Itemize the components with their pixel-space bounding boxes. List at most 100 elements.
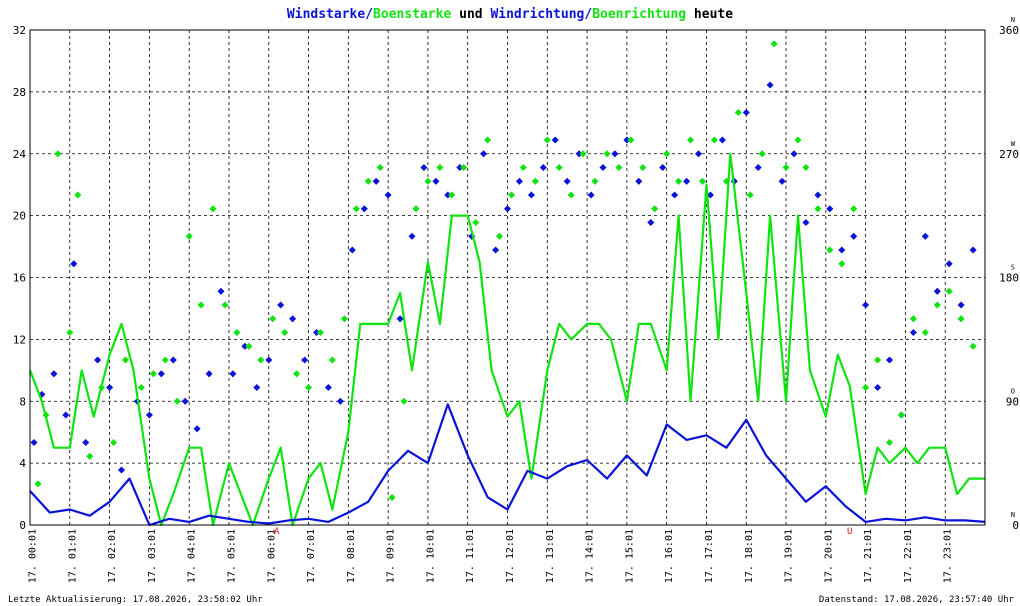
direction-label: S	[1011, 264, 1015, 272]
y-tick-label-left: 12	[13, 333, 26, 346]
windrichtung-point	[694, 150, 703, 158]
windrichtung-point	[82, 438, 90, 447]
windrichtung-point	[754, 163, 762, 172]
boenrichtung-point	[74, 191, 82, 199]
windrichtung-point	[623, 136, 631, 144]
boenrichtung-point	[969, 342, 977, 350]
boenrichtung-point	[686, 136, 695, 144]
y-tick-label-right: 90	[1006, 395, 1019, 408]
boenrichtung-point	[531, 177, 539, 185]
windrichtung-point	[217, 287, 225, 295]
windrichtung-point	[874, 383, 882, 392]
windrichtung-point	[106, 383, 114, 392]
boenrichtung-point	[885, 438, 894, 447]
boenrichtung-point	[86, 452, 94, 460]
boenrichtung-point	[54, 150, 62, 158]
windrichtung-point	[408, 232, 416, 240]
boenrichtung-point	[269, 315, 277, 323]
boenrichtung-point	[388, 493, 396, 502]
windrichtung-point	[181, 397, 189, 405]
boenrichtung-point	[34, 480, 42, 488]
x-tick-label: 17. 08:01	[346, 529, 357, 583]
boenrichtung-point	[862, 383, 870, 392]
windrichtung-point	[957, 301, 965, 309]
x-tick-label: 17. 15:01	[624, 529, 635, 583]
boenrichtung-point	[543, 136, 551, 144]
boenrichtung-point	[352, 205, 360, 213]
boenrichtung-point	[472, 218, 480, 227]
boenstarke-line	[28, 152, 985, 527]
windrichtung-point	[850, 232, 858, 240]
windrichtung-point	[790, 150, 798, 158]
y-tick-label-left: 28	[13, 86, 26, 99]
windrichtung-point	[539, 163, 547, 172]
boenrichtung-point	[639, 163, 647, 172]
windrichtung-point	[587, 191, 595, 199]
boenrichtung-point	[603, 150, 611, 158]
windrichtung-point	[277, 301, 285, 309]
y-tick-label-left: 4	[19, 457, 26, 470]
windrichtung-point	[480, 150, 488, 158]
boenrichtung-point	[698, 177, 707, 185]
boenrichtung-point	[137, 383, 145, 392]
axes: 17. 00:01 17. 01:01 17. 02:01 17. 03:01 17. …	[13, 16, 1019, 583]
x-tick-label: 17. 16:01	[664, 529, 675, 583]
windrichtung-point	[301, 356, 309, 364]
windrichtung-point	[348, 246, 356, 254]
title-boenstarke: Boenstarke	[373, 7, 451, 22]
x-tick-label: 17. 19:01	[784, 529, 795, 583]
windrichtung-point	[62, 411, 70, 419]
windrichtung-point	[432, 177, 440, 185]
boenrichtung-point	[921, 328, 929, 337]
windrichtung-point	[826, 205, 834, 213]
boenrichtung-point	[802, 163, 810, 172]
windrichtung-point	[289, 315, 297, 323]
windrichtung-point	[551, 136, 559, 144]
y-tick-label-right: 0	[1012, 519, 1019, 532]
boenrichtung-point	[376, 163, 384, 172]
boenrichtung-point	[507, 191, 516, 199]
x-tick-label: 17. 02:01	[107, 529, 118, 583]
boenrichtung-point	[957, 315, 965, 323]
windrichtung-point	[659, 163, 667, 172]
windrichtung-point	[969, 246, 977, 254]
boenrichtung-point	[304, 383, 313, 392]
boenrichtung-point	[519, 163, 527, 172]
windrichtung-point	[599, 163, 607, 172]
windrichtung-point	[575, 150, 583, 158]
boenrichtung-point	[734, 108, 742, 117]
direction-label: N	[1011, 511, 1015, 519]
boenrichtung-point	[579, 150, 587, 158]
boenrichtung-point	[495, 232, 504, 240]
boenrichtung-point	[340, 315, 348, 323]
windrichtung-point	[70, 260, 78, 268]
x-tick-label: 17. 09:01	[386, 529, 397, 583]
windrichtung-point	[802, 218, 810, 227]
direction-label: N	[1011, 16, 1015, 24]
windrichtung-point	[945, 260, 953, 268]
windrichtung-point	[778, 177, 786, 185]
windrichtung-point	[635, 177, 643, 185]
direction-label: O	[1011, 387, 1015, 395]
boenrichtung-point	[436, 163, 444, 172]
boenrichtung-point	[826, 246, 834, 254]
x-tick-label: 17. 12:01	[505, 529, 516, 583]
windrichtung-point	[324, 383, 332, 392]
windrichtung-point	[396, 315, 404, 323]
boenrichtung-point	[400, 397, 408, 405]
y-tick-label-left: 32	[13, 24, 26, 37]
title-windstarke: Windstarke/	[287, 7, 373, 22]
sunrise-marker: A	[274, 527, 280, 537]
x-tick-label: 17. 06:01	[266, 529, 277, 583]
boenrichtung-point	[185, 232, 193, 240]
boenrichtung-point	[663, 150, 671, 158]
boenrichtung-point	[567, 191, 575, 199]
boenrichtung-point	[121, 356, 130, 364]
windrichtung-point	[157, 370, 165, 378]
y-tick-label-right: 270	[999, 148, 1019, 161]
boenrichtung-point	[173, 397, 181, 405]
x-tick-label: 17. 00:01	[28, 529, 39, 583]
windrichtung-point	[647, 218, 655, 227]
boenrichtung-point	[316, 328, 325, 337]
